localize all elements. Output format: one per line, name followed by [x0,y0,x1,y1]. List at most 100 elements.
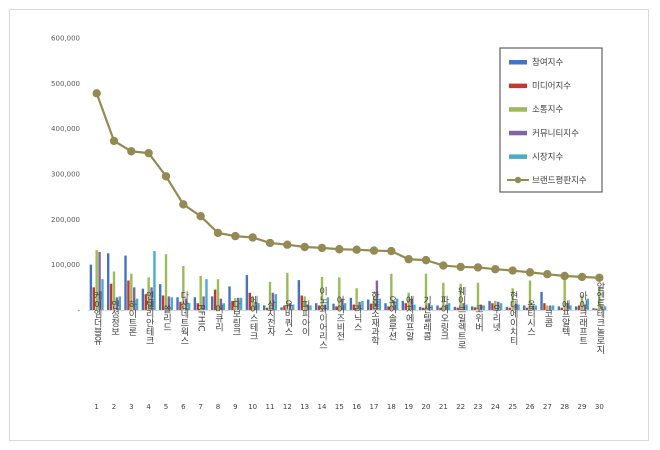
line-point [283,240,292,249]
bar-5 [291,304,295,310]
bar-5 [447,303,451,310]
bar-2 [595,308,598,310]
bar-1 [124,255,127,310]
x-category-label: 머큐리 [213,304,223,332]
x-rank-label: 29 [578,403,587,411]
bar-3 [407,292,410,310]
bar-3 [598,287,601,310]
legend-box [499,47,603,193]
bar-1 [488,300,491,310]
bar-5 [257,303,260,310]
bar-4 [237,297,240,310]
bar-3 [130,273,133,310]
bar-3 [112,271,116,310]
line-point [525,268,535,277]
x-category-label: 에프알텍 [560,300,570,337]
bar-4 [497,301,500,310]
bar-3 [286,272,289,310]
x-rank-label: 23 [474,403,483,411]
bar-5 [430,305,433,310]
bar-3 [511,288,514,310]
bar-1 [315,303,318,310]
bar-2 [213,289,217,310]
y-tick-label: 500,000 [51,80,80,88]
bar-1 [297,280,301,310]
bar-2 [473,307,477,310]
bar-4 [410,298,413,310]
line-point [144,148,153,158]
legend-swatch [509,130,527,136]
bar-5 [274,294,277,310]
bar-5 [170,297,173,310]
bar-4 [462,303,465,310]
bar-3 [546,305,549,310]
bar-5 [395,298,399,310]
legend-label: 커뮤니티지수 [532,128,579,139]
bar-2 [144,294,147,310]
bar-5 [534,305,537,310]
bar-2 [369,303,373,310]
bar-1 [453,306,457,310]
x-category-label: 웨이브일렉트로 [456,285,466,349]
bar-2 [421,307,425,310]
bar-4 [583,304,587,310]
bar-2 [335,306,338,310]
x-rank-label: 15 [335,403,344,411]
x-category-label: 옵티시스 [525,300,535,336]
line-point [508,266,517,275]
x-category-label: 하이트론 [126,300,136,336]
x-category-label: 파이오링크 [438,295,448,340]
bar-2 [92,287,95,310]
line-point [196,211,205,221]
bar-1 [436,305,439,310]
x-rank-label: 19 [404,403,413,411]
y-tick-label: 400,000 [51,125,80,133]
bar-5 [222,303,225,310]
bar-5 [343,303,347,310]
bar-3 [355,288,358,310]
bar-2 [265,307,269,310]
bar-1 [471,306,474,310]
bar-3 [303,296,306,310]
bar-4 [219,298,223,310]
bar-4 [566,303,569,310]
y-tick-label: 100,000 [51,261,80,269]
x-category-label: 한울소재과학 [369,291,379,346]
bar-5 [361,300,364,310]
bar-3 [424,273,428,310]
x-category-label: 피피아이 [300,300,310,337]
bar-4 [393,300,396,310]
line-point [179,200,188,209]
bar-2 [300,295,303,310]
line-point [109,136,119,146]
bar-4 [445,304,448,310]
bar-2 [543,303,546,310]
x-rank-label: 3 [129,403,133,411]
x-rank-label: 7 [198,403,202,411]
bar-3 [199,276,202,310]
bar-4 [375,280,379,310]
legend-swatch [509,60,527,65]
line-point [161,172,171,181]
bar-1 [107,253,110,310]
bar-2 [456,307,459,310]
line-point [439,261,448,270]
line-point [127,147,136,156]
line-point [317,243,327,253]
bar-3 [95,250,98,310]
line-layer [92,89,604,283]
legend-label: 참여지수 [532,57,563,68]
bar-3 [216,279,220,310]
bar-1 [505,306,509,310]
bar-3 [234,298,237,310]
x-category-label: 우리넷 [490,304,500,332]
x-rank-label: 17 [370,403,379,411]
legend-label: 소통지수 [532,105,563,115]
bar-4 [601,306,604,310]
bar-2 [577,305,581,310]
x-category-label: 아이즈비전 [334,295,344,340]
x-rank-label: 28 [560,403,569,411]
bar-5 [603,306,607,310]
bar-4 [115,297,119,310]
line-point [595,273,604,283]
